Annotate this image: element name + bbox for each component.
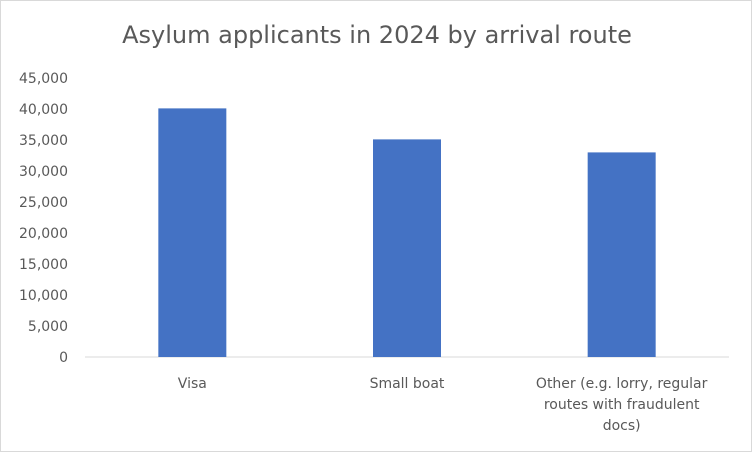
y-tick-label: 40,000 (19, 102, 68, 118)
bar-2 (587, 152, 656, 357)
y-tick-label: 20,000 (19, 226, 68, 242)
y-tick-label: 45,000 (19, 71, 68, 87)
x-category-label: Small boat (370, 376, 445, 392)
y-tick-label: 5,000 (28, 319, 68, 335)
y-tick-label: 25,000 (19, 195, 68, 211)
bar-1 (373, 139, 441, 357)
x-category-label: docs) (603, 418, 641, 434)
x-category-label: routes with fraudulent (544, 397, 700, 413)
chart-title: Asylum applicants in 2024 by arrival rou… (122, 21, 632, 49)
x-category-label: Other (e.g. lorry, regular (536, 376, 708, 392)
y-tick-label: 10,000 (19, 288, 68, 304)
y-tick-label: 15,000 (19, 257, 68, 273)
y-tick-label: 35,000 (19, 133, 68, 149)
x-category-label: Visa (178, 376, 207, 392)
y-tick-label: 30,000 (19, 164, 68, 180)
bar-0 (158, 108, 227, 357)
y-tick-label: 0 (59, 350, 68, 366)
